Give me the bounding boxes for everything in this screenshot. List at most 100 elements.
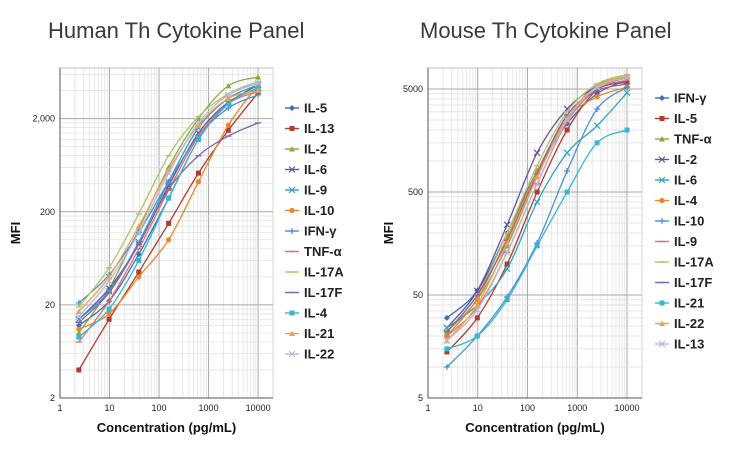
legend-label: IL-17F (304, 285, 342, 300)
human-y-tick-label: 20 (45, 300, 55, 310)
human-series-il22 (75, 79, 262, 320)
mouse-legend-item: IFN-γ (655, 91, 707, 106)
mouse-y-tick-label: 5000 (403, 84, 423, 94)
data-point (136, 274, 142, 280)
mouse-x-tick-label: 10000 (615, 403, 640, 413)
legend-label: IL-5 (674, 111, 697, 126)
legend-label: IL-13 (304, 121, 334, 136)
legend-label: IL-21 (304, 326, 334, 341)
legend-label: TNF-α (674, 132, 712, 147)
mouse-legend-item: IL-22 (655, 316, 704, 331)
data-point (106, 306, 112, 312)
mouse-series-il13 (443, 74, 631, 345)
data-point (623, 89, 631, 97)
data-point (76, 326, 82, 332)
legend-label: IL-22 (674, 316, 704, 331)
data-point (225, 122, 231, 128)
legend-marker (658, 340, 666, 348)
data-point (106, 316, 112, 322)
data-point (623, 74, 631, 82)
legend-label: TNF-α (304, 244, 342, 259)
data-point (75, 329, 82, 336)
data-point (504, 261, 510, 267)
data-point (195, 119, 202, 127)
data-point (136, 269, 142, 275)
data-point (225, 82, 232, 89)
data-point (533, 149, 541, 157)
legend-marker (289, 330, 295, 336)
legend-label: IL-6 (674, 173, 697, 188)
human-x-axis-label: Concentration (pg/mL) (97, 420, 236, 435)
data-point (225, 127, 231, 133)
legend-label: IL-9 (304, 183, 327, 198)
data-point (444, 349, 450, 355)
human-x-tick-label: 10 (105, 403, 115, 413)
legend-marker (658, 156, 666, 163)
legend-marker (289, 105, 295, 111)
data-point (473, 306, 481, 314)
data-point (474, 315, 480, 321)
legend-label: IL-5 (304, 101, 327, 116)
legend-marker (289, 207, 295, 214)
mouse-y-tick-label: 50 (413, 290, 423, 300)
mouse-legend-item: TNF-α (655, 132, 712, 147)
data-point (624, 127, 630, 133)
data-point (166, 237, 172, 243)
mouse-y-tick-label: 5 (418, 393, 423, 403)
legend-marker (289, 228, 295, 234)
data-point (166, 195, 172, 201)
data-point (254, 79, 262, 87)
data-point (563, 116, 571, 124)
legend-marker (659, 218, 665, 224)
data-point (135, 223, 142, 229)
human-legend-item: IL-13 (285, 121, 334, 136)
human-legend-item: IL-22 (285, 347, 334, 362)
legend-label: IL-9 (674, 234, 697, 249)
human-legend-item: IL-17F (285, 285, 342, 300)
legend-marker (659, 116, 665, 121)
data-point (443, 314, 450, 321)
human-x-tick-label: 1000 (199, 403, 219, 413)
legend-marker (659, 197, 665, 204)
mouse-legend-item: IL-6 (655, 173, 697, 188)
data-point (443, 337, 451, 345)
data-point (564, 127, 570, 133)
data-point (195, 122, 202, 128)
legend-marker (289, 146, 295, 152)
data-point (443, 363, 450, 370)
mouse-x-tick-label: 1000 (567, 403, 587, 413)
data-point (504, 297, 510, 303)
legend-marker (659, 320, 665, 326)
data-point (593, 122, 601, 130)
mouse-legend-item: IL-17F (655, 275, 712, 290)
human-legend-item: IL-6 (285, 162, 327, 177)
human-x-tick-label: 1 (57, 403, 62, 413)
legend-marker (288, 186, 296, 194)
data-point (255, 87, 262, 94)
data-point (76, 367, 82, 373)
data-point (444, 346, 450, 352)
data-point (136, 257, 142, 263)
human-legend-item: IL-2 (285, 142, 327, 157)
data-point (594, 87, 600, 93)
mouse-legend-item: IL-9 (655, 234, 697, 249)
data-point (76, 334, 82, 340)
legend-marker (659, 136, 665, 142)
human-legend-item: IL-10 (285, 203, 334, 218)
human-legend-item: IL-9 (285, 183, 327, 198)
mouse-y-tick-label: 500 (408, 187, 423, 197)
legend-marker (288, 166, 296, 173)
mouse-legend-item: IL-21 (655, 296, 704, 311)
human-series-group (75, 74, 262, 373)
chart-title-human: Human Th Cytokine Panel (48, 18, 305, 43)
human-legend-item: IL-21 (285, 326, 334, 341)
legend-label: IL-10 (674, 214, 704, 229)
mouse-legend-item: IL-4 (655, 193, 698, 208)
mouse-x-tick-label: 10 (473, 403, 483, 413)
data-point (474, 301, 481, 308)
data-point (195, 170, 201, 176)
mouse-legend-item: IL-10 (655, 214, 704, 229)
human-x-tick-label: 10000 (246, 403, 271, 413)
mouse-x-tick-label: 1 (425, 403, 430, 413)
